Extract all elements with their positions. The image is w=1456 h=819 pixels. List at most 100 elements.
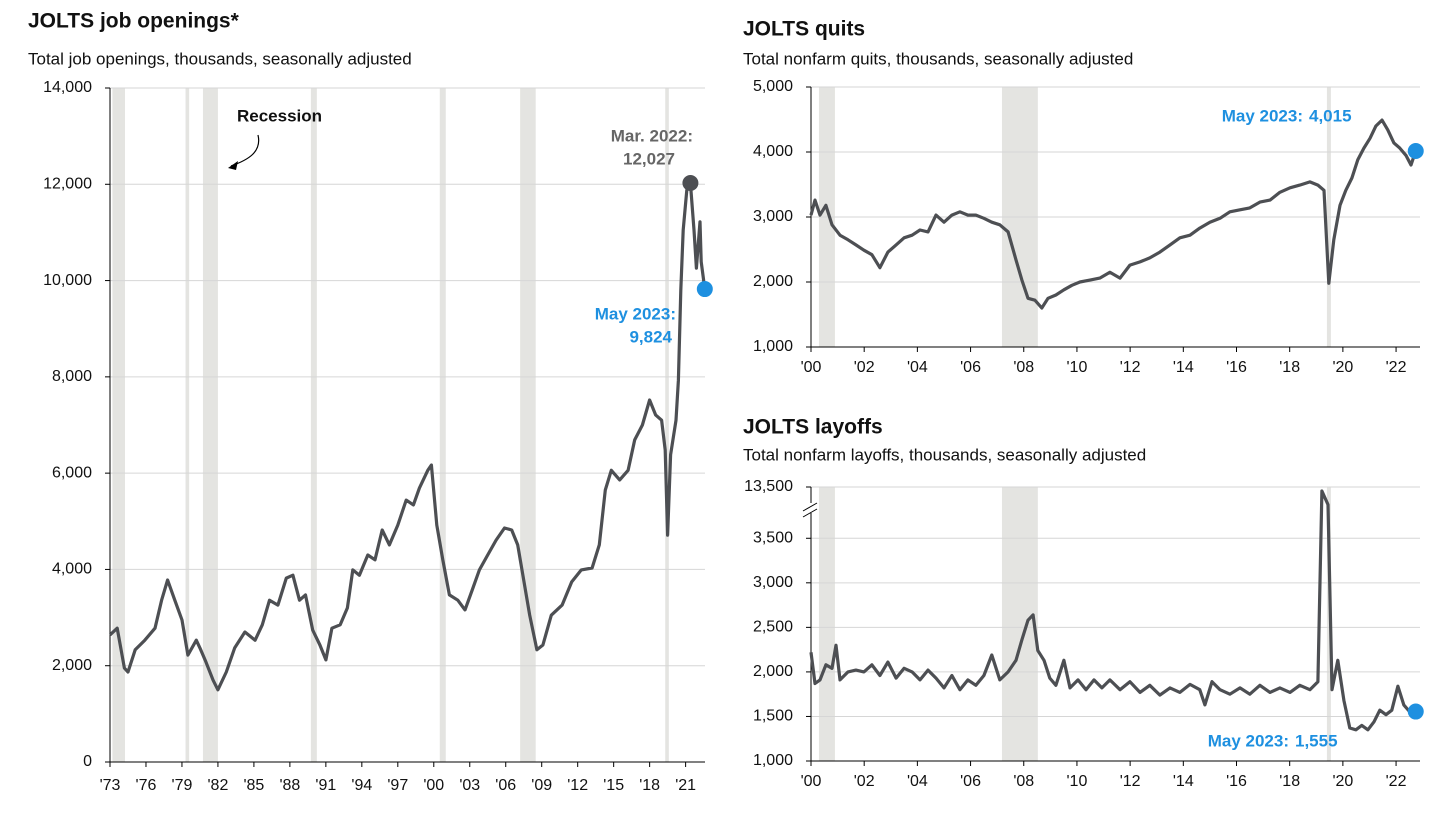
y-tick-label: 3,000 <box>753 208 793 225</box>
highlight-dot <box>696 281 713 298</box>
y-tick-label: 2,000 <box>52 657 92 674</box>
x-tick-label: '12 <box>567 777 588 794</box>
x-tick-label: '18 <box>639 777 660 794</box>
x-tick-label: '00 <box>801 359 822 376</box>
y-tick-label: 2,000 <box>753 663 793 680</box>
x-tick-label: '06 <box>495 777 516 794</box>
data-line <box>809 118 1418 310</box>
x-tick-label: '82 <box>207 777 228 794</box>
y-tick-label: 1,000 <box>753 752 793 769</box>
recession-band <box>112 88 125 762</box>
y-tick-label: 12,000 <box>43 176 92 193</box>
y-tick-label: 4,000 <box>753 143 793 160</box>
y-tick-label: 1,500 <box>753 708 793 725</box>
x-tick-label: '20 <box>1332 773 1353 790</box>
chart-panel: JOLTS job openings* Total job openings, t… <box>28 10 713 794</box>
y-tick-label: 5,000 <box>753 78 793 95</box>
highlight-dot <box>1407 703 1424 720</box>
y-tick-label: 2,500 <box>753 619 793 636</box>
recession-band <box>310 88 317 762</box>
x-tick-label: '85 <box>243 777 264 794</box>
x-tick-label: '04 <box>907 359 928 376</box>
x-tick-label: '03 <box>459 777 480 794</box>
x-tick-label: '76 <box>136 777 157 794</box>
x-tick-label: '88 <box>279 777 300 794</box>
x-tick-label: '06 <box>960 359 981 376</box>
recession-band <box>818 487 835 761</box>
x-tick-label: '14 <box>1173 359 1194 376</box>
chart-title: JOLTS job openings* <box>28 10 240 33</box>
annotation-label: Mar. 2022: <box>611 126 693 145</box>
recession-band <box>185 88 190 762</box>
data-line <box>108 181 707 692</box>
highlight-dot <box>1407 143 1424 160</box>
x-tick-label: '94 <box>351 777 372 794</box>
annotation-value: 12,027 <box>623 149 675 168</box>
y-tick-label: 1,000 <box>753 338 793 355</box>
annotation-value: 1,555 <box>1295 731 1338 750</box>
chart-panel: JOLTS layoffs Total nonfarm layoffs, thou… <box>743 416 1424 790</box>
annotation-label: May 2023: <box>595 304 676 323</box>
x-tick-label: '02 <box>854 773 875 790</box>
chart-subtitle: Total job openings, thousands, seasonall… <box>28 49 412 68</box>
recession-band <box>1001 487 1038 761</box>
x-tick-label: '22 <box>1386 359 1407 376</box>
x-tick-label: '02 <box>854 359 875 376</box>
x-tick-label: '18 <box>1279 773 1300 790</box>
chart-subtitle: Total nonfarm layoffs, thousands, season… <box>743 445 1146 464</box>
x-tick-label: '91 <box>315 777 336 794</box>
x-tick-label: '04 <box>907 773 928 790</box>
x-tick-label: '12 <box>1120 773 1141 790</box>
chart-title: JOLTS layoffs <box>743 416 883 439</box>
chart-panel: JOLTS quits Total nonfarm quits, thousand… <box>743 18 1424 376</box>
y-tick-label: 6,000 <box>52 464 92 481</box>
chart-title: JOLTS quits <box>743 18 865 41</box>
annotation-value: 9,824 <box>629 327 672 346</box>
y-tick-label: 0 <box>83 753 92 770</box>
x-tick-label: '18 <box>1279 359 1300 376</box>
chart-subtitle: Total nonfarm quits, thousands, seasonal… <box>743 49 1133 68</box>
recession-band <box>665 88 669 762</box>
axis-break-gap <box>805 503 817 513</box>
annotation-label: May 2023: <box>1222 106 1303 125</box>
y-tick-label: 8,000 <box>52 368 92 385</box>
x-tick-label: '97 <box>387 777 408 794</box>
x-tick-label: '10 <box>1067 359 1088 376</box>
highlight-dot <box>682 174 699 191</box>
annotation-value: 4,015 <box>1309 106 1352 125</box>
y-tick-label: 14,000 <box>43 79 92 96</box>
recession-band <box>439 88 446 762</box>
y-tick-label: 3,000 <box>753 574 793 591</box>
x-tick-label: '16 <box>1226 773 1247 790</box>
y-tick-label: 13,500 <box>744 478 793 495</box>
data-line <box>809 489 1416 732</box>
recession-band <box>202 88 218 762</box>
x-tick-label: '22 <box>1386 773 1407 790</box>
x-tick-label: '06 <box>960 773 981 790</box>
x-tick-label: '10 <box>1067 773 1088 790</box>
x-tick-label: '79 <box>172 777 193 794</box>
recession-band <box>520 88 536 762</box>
x-tick-label: '00 <box>801 773 822 790</box>
x-tick-label: '20 <box>1332 359 1353 376</box>
recession-label: Recession <box>237 106 322 125</box>
y-tick-label: 2,000 <box>753 273 793 290</box>
annotation-label: May 2023: <box>1208 731 1289 750</box>
x-tick-label: '09 <box>531 777 552 794</box>
recession-band <box>1326 487 1331 761</box>
y-tick-label: 10,000 <box>43 272 92 289</box>
recession-arrowhead <box>228 161 238 170</box>
x-tick-label: '00 <box>423 777 444 794</box>
y-tick-label: 3,500 <box>753 529 793 546</box>
x-tick-label: '12 <box>1120 359 1141 376</box>
x-tick-label: '16 <box>1226 359 1247 376</box>
axis-break-mark <box>802 502 818 512</box>
y-tick-label: 4,000 <box>52 561 92 578</box>
axis-break-mark <box>802 508 818 518</box>
x-tick-label: '14 <box>1173 773 1194 790</box>
x-tick-label: '73 <box>100 777 121 794</box>
x-tick-label: '08 <box>1013 773 1034 790</box>
x-tick-label: '21 <box>675 777 696 794</box>
x-tick-label: '08 <box>1013 359 1034 376</box>
